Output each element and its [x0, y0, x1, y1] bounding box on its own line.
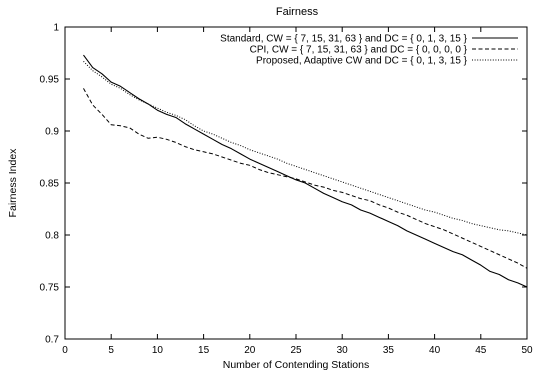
y-tick-label: 0.8: [45, 231, 59, 242]
x-tick-label: 10: [152, 345, 164, 356]
x-tick-label: 25: [290, 345, 302, 356]
y-axis: 0.7 0.75 0.8 0.85 0.9 0.95 1: [40, 23, 527, 346]
legend-label: Proposed, Adaptive CW and DC = { 0, 1, 3…: [256, 56, 468, 67]
x-tick-label: 20: [244, 345, 256, 356]
plot-frame: [64, 26, 528, 340]
series-line-2: [83, 88, 528, 269]
y-tick-label: 0.85: [40, 179, 60, 190]
x-tick-label: 45: [475, 345, 487, 356]
series-lines: [83, 54, 528, 288]
y-tick-label: 0.75: [40, 283, 60, 294]
y-tick-label: 0.7: [45, 335, 59, 346]
x-axis-title: Number of Contending Stations: [223, 359, 370, 371]
x-tick-label: 50: [521, 345, 533, 356]
x-tick-label: 40: [429, 345, 441, 356]
x-tick-label: 30: [337, 345, 349, 356]
x-tick-label: 15: [198, 345, 210, 356]
y-tick-label: 0.9: [45, 127, 59, 138]
x-tick-label: 5: [108, 345, 114, 356]
chart-title: Fairness: [276, 6, 319, 18]
series-line-3: [83, 60, 528, 236]
legend-label: CPI, CW = { 7, 15, 31, 63 } and DC = { 0…: [250, 45, 468, 56]
x-axis: 0 5 10 15 20 25 30 35 40 45 50: [62, 27, 533, 356]
legend-label: Standard, CW = { 7, 15, 31, 63 } and DC …: [220, 34, 467, 45]
y-tick-label: 1: [53, 23, 59, 34]
y-axis-title: Fairness Index: [7, 148, 19, 218]
x-tick-label: 0: [62, 345, 68, 356]
legend: Standard, CW = { 7, 15, 31, 63 } and DC …: [220, 34, 518, 67]
y-tick-label: 0.95: [40, 75, 60, 86]
series-line-1: [83, 54, 528, 288]
x-tick-label: 35: [383, 345, 395, 356]
